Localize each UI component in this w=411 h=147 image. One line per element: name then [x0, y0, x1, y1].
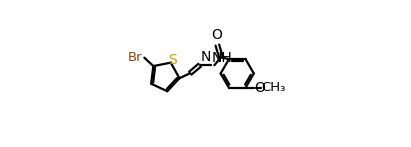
Text: S: S: [168, 54, 177, 67]
Text: O: O: [254, 81, 266, 95]
Text: O: O: [211, 29, 222, 42]
Text: NH: NH: [212, 51, 233, 65]
Text: Br: Br: [128, 51, 143, 64]
Text: N: N: [201, 50, 211, 64]
Text: CH₃: CH₃: [261, 81, 285, 94]
